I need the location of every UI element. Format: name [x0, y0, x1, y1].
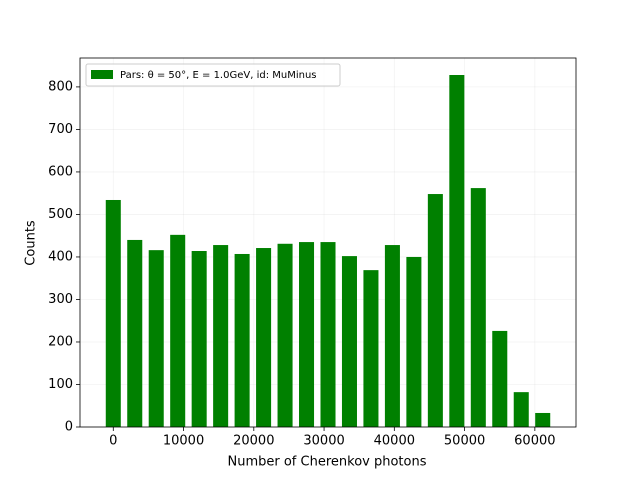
y-tick-label: 800: [48, 79, 73, 94]
x-tick-label: 20000: [233, 434, 274, 449]
legend-label: Pars: θ = 50°, E = 1.0GeV, id: MuMinus: [120, 70, 317, 81]
bar: [234, 253, 250, 427]
y-axis-label: Counts: [24, 220, 39, 266]
bar: [105, 199, 121, 427]
x-axis-label: Number of Cherenkov photons: [228, 455, 427, 470]
x-tick-label: 30000: [303, 434, 344, 449]
legend-box: [85, 63, 341, 87]
bar: [535, 412, 551, 427]
bar: [384, 245, 400, 427]
bar: [148, 250, 164, 427]
legend-swatch: [91, 70, 113, 79]
bar: [299, 242, 315, 427]
bar: [449, 75, 465, 427]
bar: [256, 248, 272, 427]
bar: [213, 245, 229, 427]
y-tick-label: 700: [48, 122, 73, 137]
bar: [191, 251, 207, 427]
bar: [170, 234, 186, 427]
x-tick-label: 10000: [163, 434, 204, 449]
x-tick-label: 60000: [514, 434, 555, 449]
y-tick-label: 600: [48, 164, 73, 179]
bar: [320, 242, 336, 427]
bar: [277, 243, 293, 427]
bar: [492, 330, 508, 427]
y-tick-label: 0: [65, 420, 73, 435]
y-tick-label: 300: [48, 292, 73, 307]
y-tick-label: 200: [48, 334, 73, 349]
x-tick-label: 50000: [444, 434, 485, 449]
x-tick-label: 0: [109, 434, 117, 449]
x-tick-label: 40000: [374, 434, 415, 449]
bar: [406, 256, 422, 427]
bar: [513, 392, 529, 427]
bar: [427, 194, 443, 427]
y-tick-label: 500: [48, 207, 73, 222]
plot-frame: [79, 57, 577, 428]
bar: [470, 188, 486, 427]
bar: [363, 270, 379, 427]
y-tick-label: 400: [48, 249, 73, 264]
bar: [127, 239, 143, 427]
y-tick-label: 100: [48, 377, 73, 392]
bar: [341, 256, 357, 427]
